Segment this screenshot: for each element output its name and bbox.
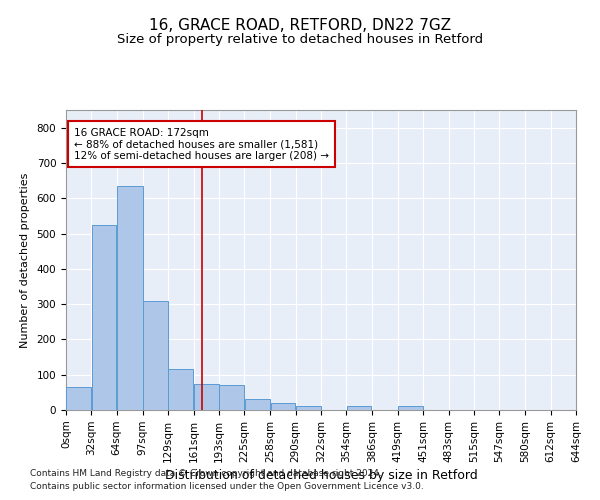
Text: Contains public sector information licensed under the Open Government Licence v3: Contains public sector information licen… [30,482,424,491]
Y-axis label: Number of detached properties: Number of detached properties [20,172,30,348]
Text: 16 GRACE ROAD: 172sqm
← 88% of detached houses are smaller (1,581)
12% of semi-d: 16 GRACE ROAD: 172sqm ← 88% of detached … [74,128,329,161]
Bar [296,406,320,410]
Bar [67,387,91,410]
Bar [347,406,371,410]
Bar [219,386,244,410]
Bar [398,406,423,410]
Bar [245,400,270,410]
Bar [271,403,295,410]
X-axis label: Distribution of detached houses by size in Retford: Distribution of detached houses by size … [164,469,478,482]
Bar [169,370,193,410]
Text: Contains HM Land Registry data © Crown copyright and database right 2024.: Contains HM Land Registry data © Crown c… [30,468,382,477]
Text: 16, GRACE ROAD, RETFORD, DN22 7GZ: 16, GRACE ROAD, RETFORD, DN22 7GZ [149,18,451,32]
Bar [143,300,168,410]
Bar [92,224,116,410]
Bar [117,186,143,410]
Text: Size of property relative to detached houses in Retford: Size of property relative to detached ho… [117,32,483,46]
Bar [194,384,218,410]
